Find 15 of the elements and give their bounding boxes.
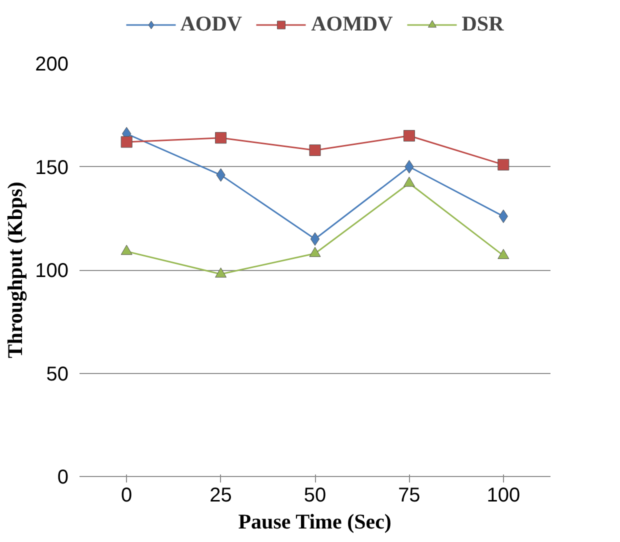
x-tick-label: 50 xyxy=(304,484,326,506)
x-tick-label: 0 xyxy=(121,484,132,506)
y-axis-title: Throughput (Kbps) xyxy=(3,182,28,358)
y-tick-label: 100 xyxy=(35,260,69,282)
y-tick-label: 150 xyxy=(35,156,69,179)
legend-label: AOMDV xyxy=(311,12,393,36)
y-tick-label: 200 xyxy=(35,54,69,76)
y-tick-label: 0 xyxy=(57,466,68,488)
x-tick-label: 75 xyxy=(398,484,420,506)
x-tick-label: 25 xyxy=(210,484,232,506)
x-tick-label: 100 xyxy=(486,484,520,506)
legend-label: AODV xyxy=(180,12,242,36)
y-tick-label: 50 xyxy=(46,363,69,386)
x-axis-title: Pause Time (Sec) xyxy=(238,510,392,534)
legend-label: DSR xyxy=(462,12,504,36)
